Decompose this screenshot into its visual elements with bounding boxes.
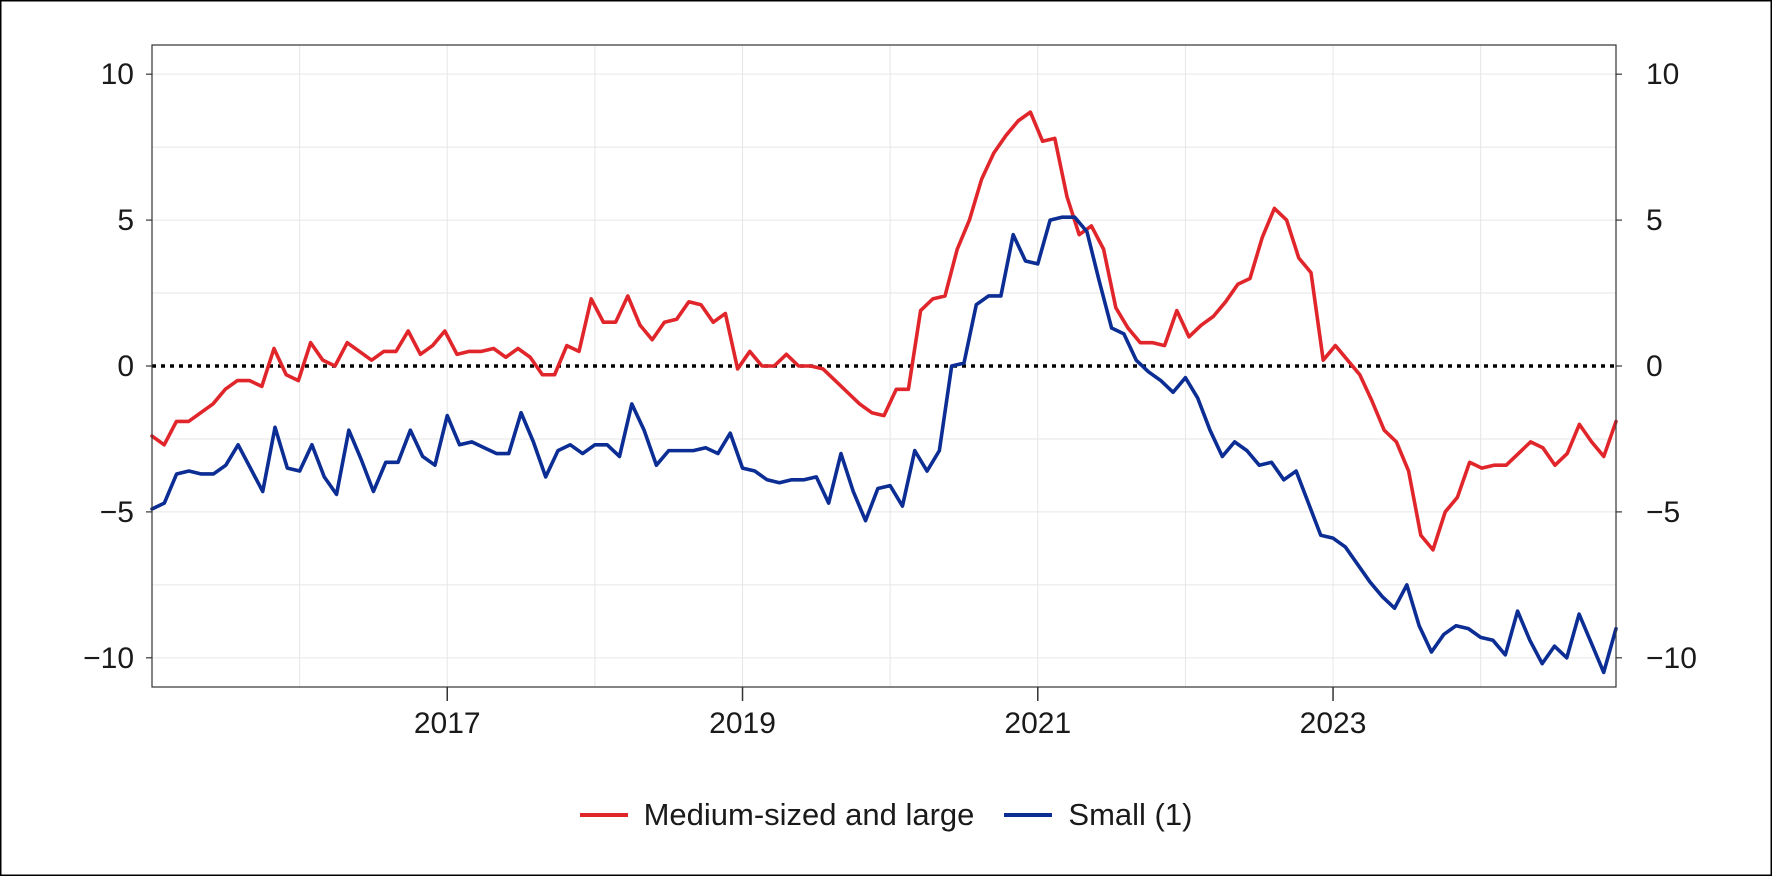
y-tick-label-right: 10 bbox=[1646, 58, 1679, 91]
legend: Medium-sized and large Small (1) bbox=[0, 790, 1772, 840]
legend-item-small: Small (1) bbox=[1004, 797, 1192, 833]
y-tick-label-left: −10 bbox=[83, 642, 134, 675]
y-tick-label-left: 0 bbox=[117, 350, 134, 383]
x-tick-label: 2021 bbox=[1004, 707, 1071, 740]
y-axis-right: 10 5 0 −5 −10 bbox=[1646, 58, 1697, 675]
legend-swatch-medium-large bbox=[579, 813, 628, 817]
series-line-0 bbox=[150, 110, 1618, 552]
y-tick-label-right: −5 bbox=[1646, 496, 1680, 529]
y-tick-label-right: 0 bbox=[1646, 350, 1663, 383]
legend-label-small: Small (1) bbox=[1068, 797, 1193, 832]
y-tick-label-left: 5 bbox=[117, 204, 134, 237]
x-axis: 2017 2019 2021 2023 bbox=[414, 707, 1367, 740]
y-axis-left: 10 5 0 −5 −10 bbox=[83, 58, 134, 675]
axis-ticks bbox=[146, 73, 1622, 701]
y-tick-label-right: 5 bbox=[1646, 204, 1663, 237]
y-tick-label-left: 10 bbox=[101, 58, 134, 91]
legend-item-medium-large: Medium-sized and large bbox=[579, 797, 975, 833]
series-layer bbox=[150, 110, 1618, 675]
legend-label-medium-large: Medium-sized and large bbox=[643, 797, 975, 832]
x-tick-label: 2023 bbox=[1300, 707, 1367, 740]
legend-swatch-small bbox=[1004, 813, 1053, 817]
x-tick-label: 2019 bbox=[709, 707, 776, 740]
x-tick-label: 2017 bbox=[414, 707, 481, 740]
y-tick-label-right: −10 bbox=[1646, 642, 1697, 675]
y-tick-label-left: −5 bbox=[100, 496, 134, 529]
series-line-1 bbox=[150, 215, 1618, 675]
